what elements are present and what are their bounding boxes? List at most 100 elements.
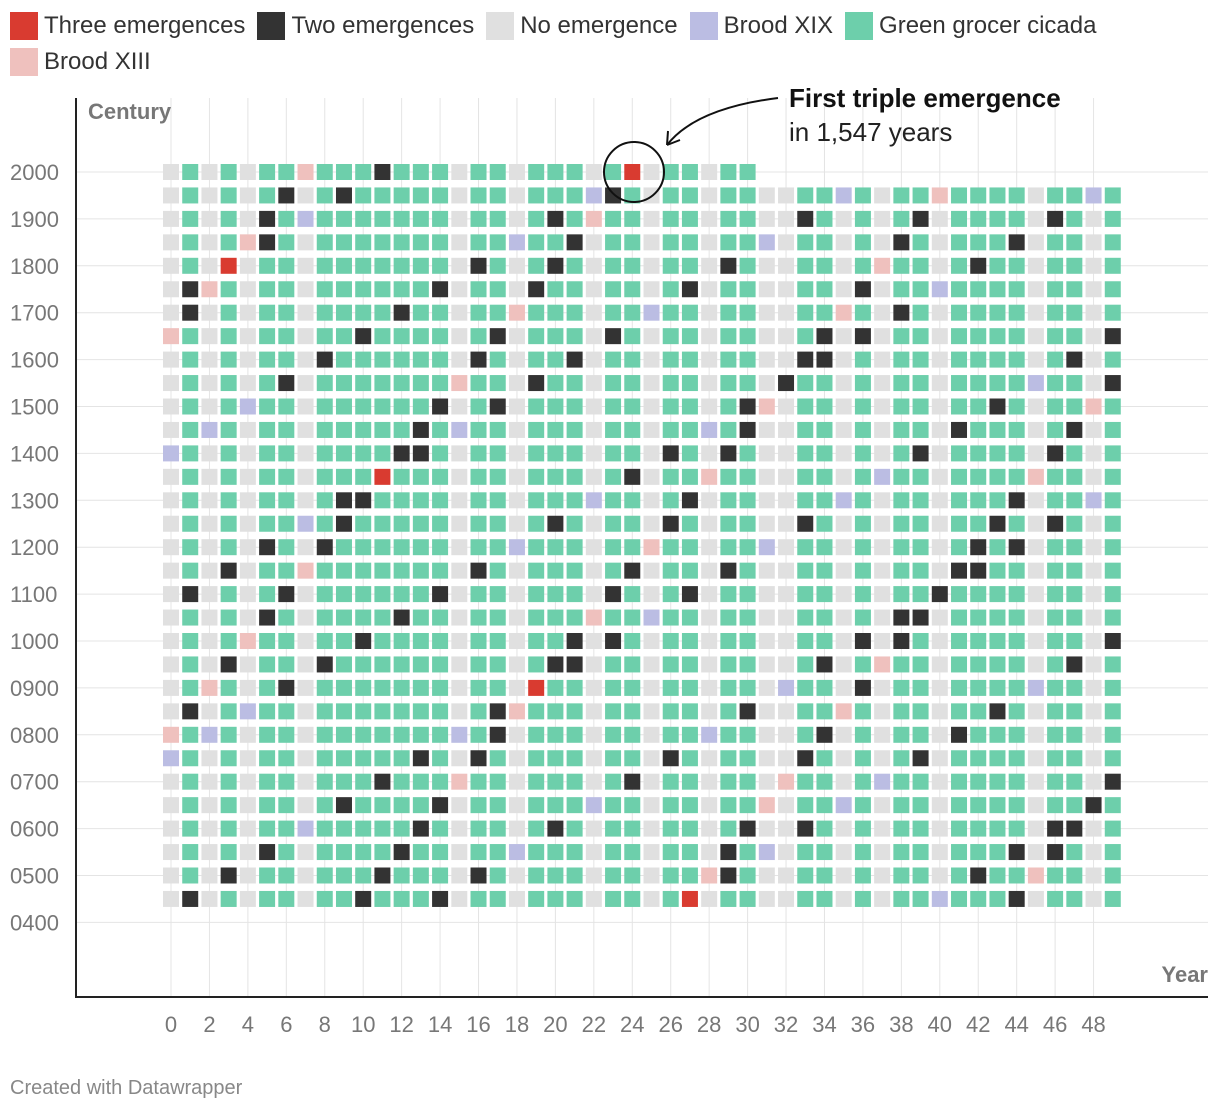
cell-green — [412, 867, 429, 884]
cell-green — [605, 398, 622, 415]
cell-green — [681, 633, 698, 649]
cell-green — [528, 562, 545, 579]
cell-green — [624, 421, 641, 438]
x-tick-label: 20 — [543, 1012, 567, 1037]
cell-none — [585, 328, 602, 345]
cell-green — [1104, 820, 1121, 837]
cell-none — [701, 750, 718, 767]
cell-none — [451, 750, 468, 767]
cell-none — [778, 492, 795, 509]
cell-green — [1066, 609, 1083, 626]
cell-none — [451, 890, 468, 907]
cell-green — [566, 820, 583, 837]
x-tick-label: 24 — [620, 1012, 644, 1037]
cell-green — [662, 257, 679, 274]
cell-green — [951, 445, 968, 462]
cell-two — [1008, 844, 1025, 861]
cell-green — [278, 867, 295, 884]
cell-green — [316, 703, 333, 720]
cell-green — [681, 421, 698, 438]
cell-green — [470, 844, 487, 861]
cell-green — [893, 515, 910, 532]
cell-two — [1104, 773, 1121, 790]
cell-none — [931, 820, 948, 837]
cell-green — [662, 234, 679, 251]
cell-green — [566, 164, 583, 180]
cell-green — [547, 328, 564, 345]
cell-green — [489, 351, 506, 368]
cell-green — [989, 375, 1006, 392]
cell-green — [566, 421, 583, 438]
cell-green — [374, 726, 391, 743]
cell-none — [451, 234, 468, 251]
cell-none — [451, 703, 468, 720]
cell-green — [335, 867, 352, 884]
cell-green — [278, 398, 295, 415]
cell-green — [989, 257, 1006, 274]
cell-green — [528, 586, 545, 603]
x-tick-label: 42 — [966, 1012, 990, 1037]
cell-none — [931, 633, 948, 649]
cell-b19 — [508, 539, 525, 556]
cell-green — [1047, 562, 1064, 579]
cell-none — [1085, 586, 1102, 603]
cell-two — [470, 351, 487, 368]
cell-green — [816, 867, 833, 884]
cell-green — [951, 492, 968, 509]
cell-green — [528, 656, 545, 673]
cell-none — [874, 820, 891, 837]
cell-green — [566, 562, 583, 579]
cell-green — [720, 187, 737, 204]
cell-green — [316, 187, 333, 204]
cell-green — [393, 398, 410, 415]
cell-green — [662, 773, 679, 790]
legend-label: Green grocer cicada — [879, 12, 1097, 39]
cell-none — [701, 164, 718, 180]
cell-green — [1047, 398, 1064, 415]
cell-two — [854, 679, 871, 696]
cell-green — [547, 375, 564, 392]
cell-green — [528, 492, 545, 509]
cell-green — [335, 234, 352, 251]
cell-none — [835, 421, 852, 438]
cell-none — [201, 164, 218, 180]
cell-none — [508, 609, 525, 626]
cell-green — [739, 187, 756, 204]
cell-green — [854, 820, 871, 837]
cell-green — [355, 468, 372, 485]
cell-green — [182, 398, 199, 415]
cell-none — [701, 398, 718, 415]
cell-two — [547, 820, 564, 837]
cell-none — [1027, 539, 1044, 556]
cell-green — [1047, 797, 1064, 814]
cell-b19 — [585, 187, 602, 204]
cell-green — [316, 328, 333, 345]
cell-green — [316, 281, 333, 298]
cell-green — [278, 210, 295, 227]
cell-green — [316, 304, 333, 321]
cell-none — [508, 633, 525, 649]
cell-none — [931, 844, 948, 861]
cell-green — [470, 515, 487, 532]
cell-green — [739, 773, 756, 790]
cell-none — [701, 586, 718, 603]
cell-green — [259, 164, 276, 180]
cell-none — [874, 234, 891, 251]
cell-none — [239, 187, 256, 204]
cell-green — [912, 375, 929, 392]
cell-green — [854, 773, 871, 790]
cell-none — [778, 820, 795, 837]
cell-green — [182, 492, 199, 509]
cell-b19 — [701, 726, 718, 743]
cell-two — [970, 867, 987, 884]
cell-none — [643, 351, 660, 368]
cell-none — [778, 750, 795, 767]
cell-green — [528, 398, 545, 415]
cell-green — [374, 351, 391, 368]
cell-green — [182, 726, 199, 743]
x-tick-label: 46 — [1043, 1012, 1067, 1037]
cell-two — [912, 445, 929, 462]
cell-green — [720, 375, 737, 392]
cell-none — [778, 726, 795, 743]
cell-none — [1085, 468, 1102, 485]
